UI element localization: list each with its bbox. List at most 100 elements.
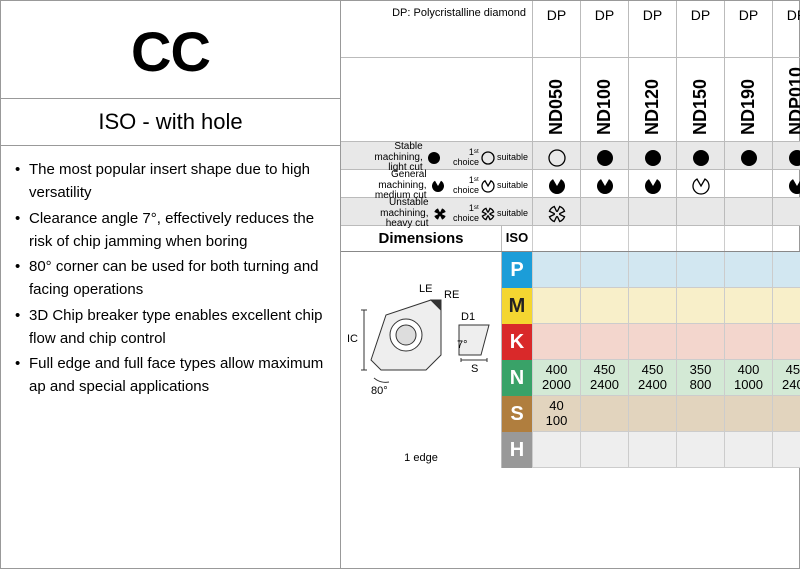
subtitle: ISO - with hole (98, 109, 242, 134)
material-code-K: K (502, 324, 532, 360)
legend-cell (676, 198, 724, 230)
material-cell (532, 288, 580, 324)
gear-open-icon (548, 205, 566, 223)
material-cell (676, 252, 724, 288)
circle-filled-icon (596, 149, 614, 167)
dp-col: DP (532, 1, 580, 57)
material-cell: 4502400 (772, 360, 800, 396)
legend-cell (676, 170, 724, 202)
label-le: LE (419, 283, 432, 295)
material-cell: 4002000 (532, 360, 580, 396)
material-code-H: H (502, 432, 532, 468)
legend-cell (676, 142, 724, 174)
header-row-codes: ND050 ND100 ND120 ND150 ND190 NDP010 (341, 58, 800, 142)
description-box: The most popular insert shape due to hig… (1, 146, 341, 568)
diagram-caption: 1 edge (341, 452, 501, 464)
grade-code: NDP010 (772, 58, 800, 141)
label-d1: D1 (461, 311, 475, 323)
material-cell: 40100 (532, 396, 580, 432)
legend-cell (772, 170, 800, 202)
legend-cell (580, 198, 628, 230)
legend-row: Unstable machining,heavy cut1ˢᵗ choicesu… (341, 198, 800, 226)
legend-cell (724, 142, 772, 174)
legend-cell (724, 198, 772, 230)
label-7: 7° (457, 339, 468, 351)
material-cell (772, 252, 800, 288)
legend-cell (580, 170, 628, 202)
grade-code: ND050 (532, 58, 580, 141)
gear-filled-icon (433, 207, 447, 221)
material-code-M: M (502, 288, 532, 324)
circle-filled-icon (788, 149, 800, 167)
legend-cell (628, 142, 676, 174)
dp-col: DP (724, 1, 772, 57)
circle-open-icon (481, 151, 495, 165)
material-cell (676, 396, 724, 432)
material-cell: 4502400 (580, 360, 628, 396)
material-cell (628, 432, 676, 468)
insert-diagram: LE RE IC D1 7° S 80° 1 edge (341, 252, 502, 468)
circle-filled-icon (644, 149, 662, 167)
dimensions-header: Dimensions ISO (341, 226, 800, 252)
bullet-item: 3D Chip breaker type enables excellent c… (15, 304, 326, 351)
legend-label: Stable machining,light cut1ˢᵗ choicesuit… (341, 142, 532, 174)
legend-cell (772, 142, 800, 174)
legend-row: Stable machining,light cut1ˢᵗ choicesuit… (341, 142, 800, 170)
bullet-list: The most popular insert shape due to hig… (15, 158, 326, 399)
diagram-svg: LE RE IC D1 7° S 80° (341, 270, 501, 430)
material-cell (772, 432, 800, 468)
dp-col: DP (628, 1, 676, 57)
legend-cell (532, 170, 580, 202)
dp-col: DP (676, 1, 724, 57)
pac-open-icon (692, 177, 710, 195)
bullet-item: Clearance angle 7°, effectively reduces … (15, 207, 326, 254)
material-cell (628, 288, 676, 324)
grade-code: ND150 (676, 58, 724, 141)
legend-cell (628, 198, 676, 230)
label-re: RE (444, 289, 459, 301)
bullet-item: The most popular insert shape due to hig… (15, 158, 326, 205)
bullet-item: 80° corner can be used for both turning … (15, 255, 326, 302)
legend-cell (772, 198, 800, 230)
pac-filled-icon (596, 177, 614, 195)
material-cell (676, 432, 724, 468)
material-cell (580, 396, 628, 432)
material-cell (532, 324, 580, 360)
pac-filled-icon (644, 177, 662, 195)
label-s: S (471, 363, 478, 375)
material-cell (628, 252, 676, 288)
pac-open-icon (481, 179, 495, 193)
gear-open-icon (481, 207, 495, 221)
legend-cell (532, 198, 580, 230)
pac-filled-icon (788, 177, 800, 195)
label-80: 80° (371, 385, 388, 397)
legend-cell (532, 142, 580, 174)
material-code-S: S (502, 396, 532, 432)
dimensions-title: Dimensions (341, 226, 502, 251)
legend-rows: Stable machining,light cut1ˢᵗ choicesuit… (341, 142, 800, 226)
header-row-dp: DP: Polycristalline diamond DP DP DP DP … (341, 1, 800, 58)
legend-cell (580, 142, 628, 174)
pac-filled-icon (431, 179, 445, 193)
legend-row: General machining,medium cut1ˢᵗ choicesu… (341, 170, 800, 198)
material-cell (580, 324, 628, 360)
material-cell (772, 396, 800, 432)
bullet-item: Full edge and full face types allow maxi… (15, 352, 326, 399)
material-cell (724, 432, 772, 468)
material-code-P: P (502, 252, 532, 288)
material-grid: LE RE IC D1 7° S 80° 1 edge PMKN40020004… (341, 252, 800, 468)
material-cell (580, 288, 628, 324)
material-cell (628, 324, 676, 360)
material-cell (772, 288, 800, 324)
dp-col: DP (772, 1, 800, 57)
dp-col: DP (580, 1, 628, 57)
material-cell (676, 288, 724, 324)
pac-filled-icon (548, 177, 566, 195)
material-code-N: N (502, 360, 532, 396)
grade-code: ND100 (580, 58, 628, 141)
material-cell (724, 324, 772, 360)
circle-filled-icon (740, 149, 758, 167)
material-cell (580, 252, 628, 288)
circle-filled-icon (427, 151, 441, 165)
iso-title: ISO (502, 226, 532, 251)
